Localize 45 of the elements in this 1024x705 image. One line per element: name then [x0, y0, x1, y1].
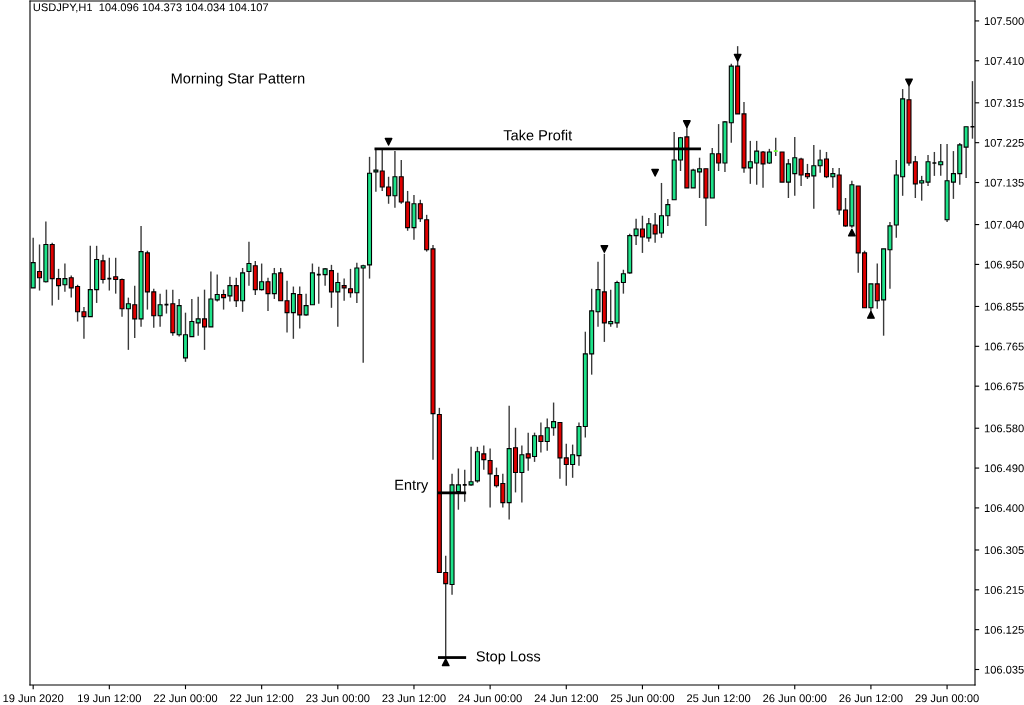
series-label: Entry: [395, 479, 429, 493]
y-tick-label: 106.675: [984, 382, 1024, 391]
y-tick-label: 107.410: [984, 57, 1024, 65]
y-tick-label: 106.400: [984, 504, 1024, 513]
x-tick-label: 24 Jun 00:00: [458, 694, 522, 703]
y-tick-label: 107.315: [984, 99, 1024, 107]
candlestick: [938, 143, 944, 177]
annotation: Morning Star Pattern: [171, 72, 305, 87]
y-tick-label: 106.035: [984, 665, 1024, 674]
x-tick-label: 26 Jun 00:00: [763, 694, 827, 703]
y-tick-label: 106.215: [984, 586, 1024, 594]
x-tick-label: 22 Jun 12:00: [230, 694, 294, 703]
x-tick-label: 19 Jun 2020: [3, 694, 64, 703]
x-tick-label: 29 Jun 00:00: [915, 694, 979, 703]
y-tick-label: 106.950: [984, 260, 1024, 269]
x-tick-label: 22 Jun 00:00: [153, 694, 218, 703]
y-tick-label: 107.135: [984, 178, 1024, 187]
point: [866, 310, 875, 319]
y-tick-label: 106.580: [984, 424, 1024, 433]
point: [441, 658, 450, 667]
x-tick-label: 25 Jun 12:00: [687, 694, 751, 703]
point: [600, 244, 609, 253]
point: [651, 168, 660, 177]
x-tick-label: 24 Jun 12:00: [534, 694, 598, 703]
point: [682, 120, 691, 129]
y-tick-label: 107.225: [984, 138, 1024, 147]
y-tick-label: 107.040: [984, 220, 1024, 229]
x-tick-label: 23 Jun 00:00: [306, 694, 370, 703]
x-tick-label: 26 Jun 12:00: [839, 694, 903, 703]
y-tick-label: 107.500: [984, 17, 1024, 26]
x-tick-label: 23 Jun 12:00: [382, 694, 446, 703]
candlestick: [487, 447, 493, 509]
y-tick-label: 106.305: [984, 546, 1024, 555]
point: [847, 228, 856, 237]
y-tick-label: 106.855: [984, 302, 1024, 311]
x-tick-label: 19 Jun 12:00: [78, 694, 142, 703]
series-label: Take Profit: [503, 129, 573, 141]
y-tick-label: 106.490: [984, 464, 1024, 473]
y-tick-label: 106.765: [984, 342, 1024, 351]
y-tick-label: 106.125: [984, 625, 1024, 634]
x-tick-label: 25 Jun 00:00: [610, 694, 675, 703]
chart-title: USDJPY,H1 104.096 104.373 104.034 104.107: [33, 3, 269, 13]
point: [384, 137, 393, 146]
point: [733, 53, 742, 62]
series-label: Stop Loss: [476, 651, 541, 665]
